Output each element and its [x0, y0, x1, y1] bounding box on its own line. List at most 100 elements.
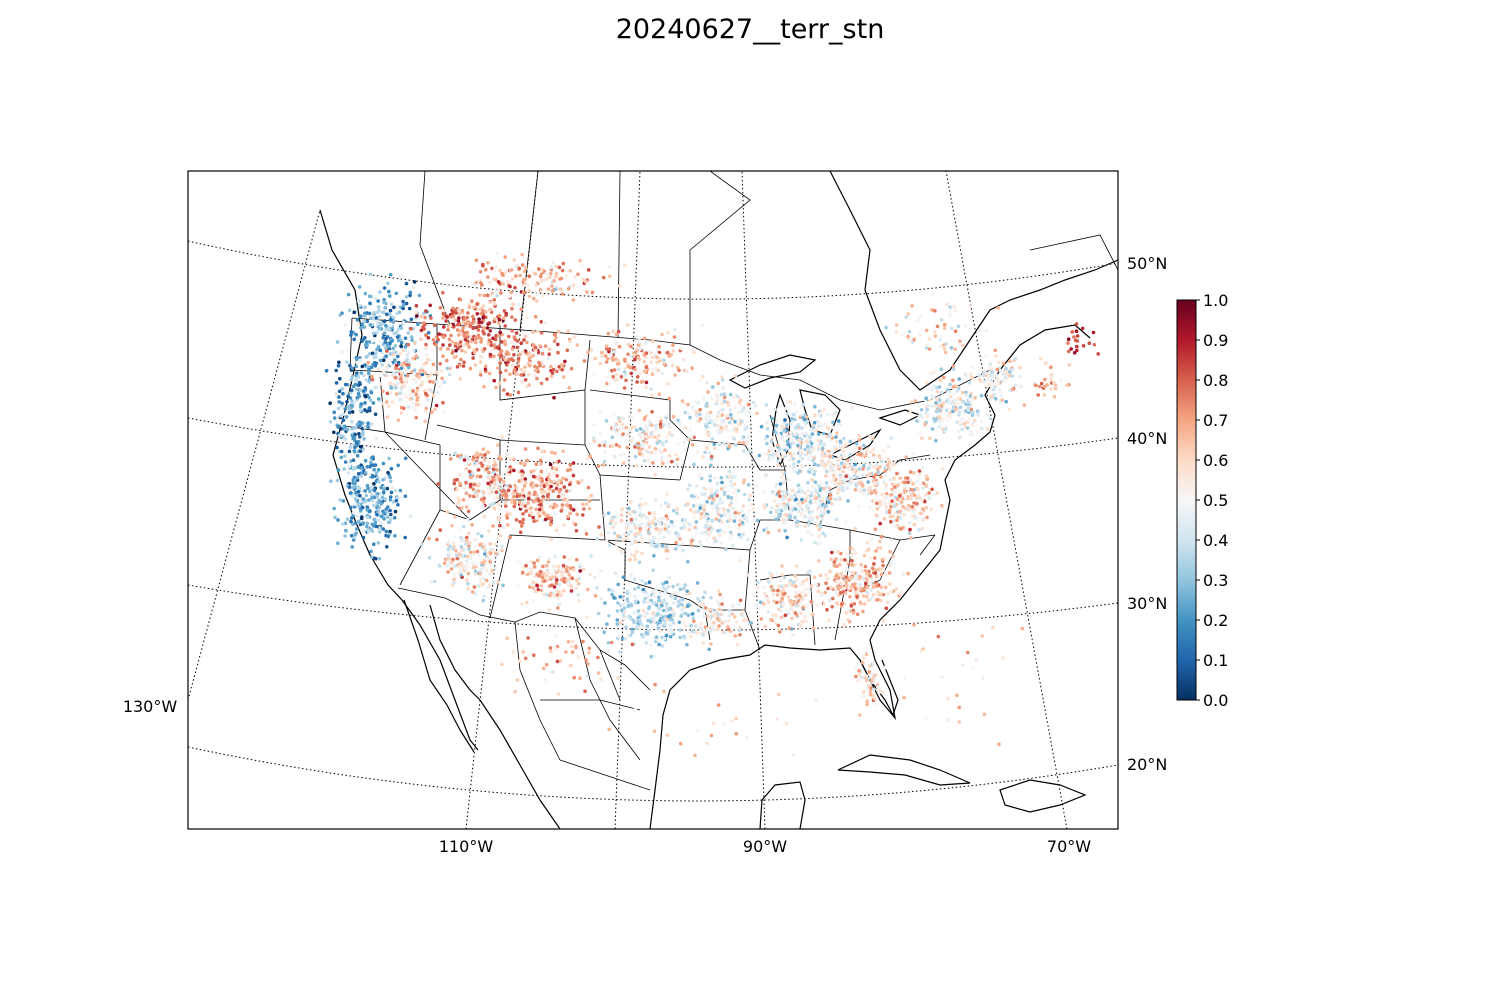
station-point [803, 453, 808, 457]
station-point [911, 488, 915, 492]
station-point [788, 400, 793, 404]
station-point [940, 466, 945, 471]
station-point [702, 508, 706, 512]
station-point [738, 625, 742, 630]
station-point [359, 421, 363, 425]
station-point [661, 617, 665, 622]
station-point [359, 474, 363, 478]
station-point [815, 523, 819, 528]
station-point [846, 499, 850, 503]
station-point [665, 601, 669, 606]
station-point [633, 523, 637, 527]
station-point [994, 397, 998, 401]
station-point [568, 504, 573, 508]
station-point [435, 390, 440, 395]
station-point [537, 574, 541, 578]
station-point [650, 372, 655, 377]
station-point [404, 281, 409, 286]
station-point [815, 515, 820, 519]
station-point [843, 486, 848, 491]
station-point [568, 463, 573, 467]
station-point [782, 452, 787, 457]
station-point [564, 477, 569, 482]
station-point [591, 436, 596, 440]
station-point [396, 354, 400, 359]
station-point [489, 340, 493, 345]
station-point [826, 412, 830, 417]
station-point [355, 527, 359, 531]
station-point [778, 404, 783, 409]
station-point [369, 422, 374, 426]
station-point [550, 583, 554, 587]
station-point [675, 457, 680, 462]
station-point [685, 502, 690, 506]
station-point [560, 578, 564, 582]
station-point [692, 462, 696, 467]
station-point [449, 567, 454, 571]
station-point [895, 518, 899, 523]
station-point [341, 405, 345, 409]
station-point [837, 576, 841, 580]
station-point [346, 292, 351, 297]
station-point [733, 634, 737, 638]
station-point [578, 569, 582, 573]
station-point [463, 337, 468, 342]
station-point [520, 482, 524, 486]
station-point [776, 502, 780, 506]
station-point [552, 471, 556, 476]
station-point [389, 386, 394, 390]
station-point [853, 587, 858, 591]
station-point [709, 530, 713, 534]
station-point [475, 302, 479, 307]
station-point [683, 611, 688, 616]
station-point [689, 634, 693, 639]
station-point [437, 563, 442, 568]
station-point [600, 440, 604, 445]
station-point [716, 410, 721, 415]
station-point [461, 498, 466, 502]
station-point [351, 458, 356, 463]
station-point [470, 321, 475, 325]
station-point [838, 479, 842, 483]
station-point [813, 500, 818, 504]
station-point [800, 619, 804, 624]
station-point [521, 570, 525, 575]
station-point [669, 594, 673, 598]
station-point [632, 353, 636, 358]
station-point [881, 568, 885, 572]
station-point [424, 352, 429, 357]
station-point [842, 479, 847, 484]
station-point [546, 569, 550, 574]
station-point [519, 373, 523, 377]
station-point [367, 367, 371, 372]
station-point [948, 406, 952, 411]
station-point [388, 529, 392, 534]
station-point [700, 323, 704, 328]
station-point [611, 329, 616, 334]
station-point [884, 486, 888, 490]
station-point [629, 415, 634, 420]
station-point [769, 439, 774, 444]
station-point [384, 372, 388, 376]
station-point [709, 596, 713, 600]
station-point [560, 574, 565, 579]
station-point [704, 422, 708, 427]
station-point [695, 450, 700, 454]
station-point [464, 480, 468, 485]
coastlines [319, 171, 1118, 829]
station-point [610, 444, 615, 449]
station-point [498, 477, 502, 482]
station-point [638, 369, 643, 373]
station-point [628, 354, 633, 358]
station-point [656, 612, 660, 616]
station-point [615, 636, 620, 641]
station-point [842, 465, 847, 469]
station-point [678, 537, 682, 541]
station-point [869, 537, 874, 542]
station-point [419, 542, 424, 547]
station-point [885, 463, 890, 467]
station-point [667, 396, 672, 401]
station-point [451, 557, 455, 562]
station-point [561, 476, 565, 481]
station-point [864, 594, 869, 599]
